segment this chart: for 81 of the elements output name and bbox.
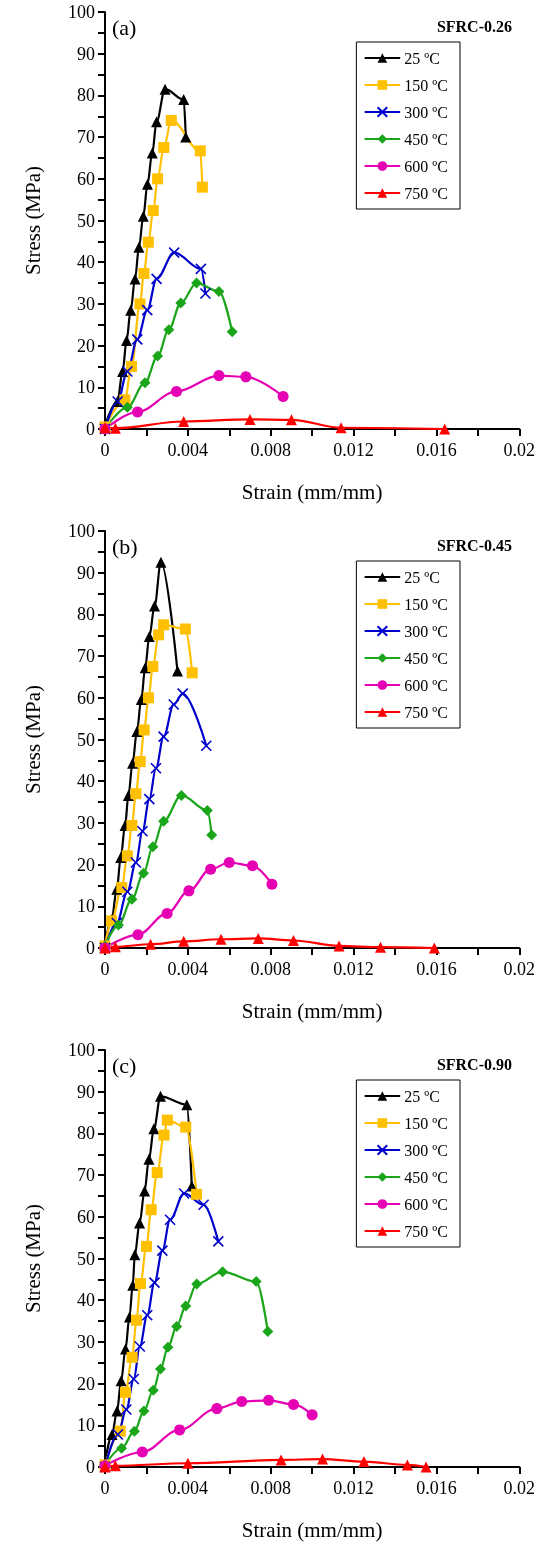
y-tick-label: 40	[77, 252, 95, 273]
x-axis-title: Strain (mm/mm)	[241, 479, 383, 504]
legend-label: 750 ºC	[404, 703, 449, 721]
x-tick-label: 0.02	[503, 440, 535, 460]
annotation: (b)	[112, 533, 138, 559]
legend-label: 25 ºC	[404, 49, 441, 67]
y-axis-title: Stress (MPa)	[20, 684, 45, 795]
y-tick-label: 60	[77, 168, 95, 189]
y-tick-label: 90	[77, 562, 95, 583]
legend-label: 600 ºC	[404, 1195, 449, 1213]
legend-label: 600 ºC	[404, 676, 449, 694]
y-tick-label: 0	[86, 1457, 95, 1477]
x-tick-label: 0.004	[167, 959, 209, 979]
legend-label: 150 ºC	[404, 76, 449, 94]
legend-title: SFRC-0.90	[436, 1055, 512, 1073]
legend-label: 300 ºC	[404, 622, 449, 640]
x-tick-label: 0.02	[503, 1478, 535, 1498]
annotation: (a)	[112, 14, 137, 40]
y-tick-label: 100	[68, 521, 95, 541]
legend-label: 150 ºC	[404, 595, 449, 613]
legend-label: 25 ºC	[404, 568, 441, 586]
y-tick-label: 90	[77, 1081, 95, 1102]
y-tick-label: 60	[77, 687, 95, 708]
x-axis-title: Strain (mm/mm)	[241, 998, 383, 1023]
y-tick-label: 10	[77, 1415, 95, 1436]
legend-label: 450 ºC	[404, 1168, 449, 1186]
legend-label: 300 ºC	[404, 1141, 449, 1159]
y-tick-label: 0	[86, 419, 95, 439]
y-tick-label: 10	[77, 377, 95, 398]
x-tick-label: 0.008	[250, 440, 291, 460]
y-tick-label: 30	[77, 1331, 95, 1352]
legend-label: 300 ºC	[404, 103, 449, 121]
y-tick-label: 70	[77, 127, 95, 148]
x-axis-title: Strain (mm/mm)	[241, 1517, 383, 1542]
x-tick-label: 0	[100, 1478, 110, 1498]
legend-label: 25 ºC	[404, 1087, 441, 1105]
y-tick-label: 70	[77, 1165, 95, 1186]
legend-label: 600 ºC	[404, 157, 449, 175]
x-tick-label: 0	[100, 959, 110, 979]
y-tick-label: 50	[77, 210, 95, 231]
y-tick-label: 90	[77, 43, 95, 64]
x-tick-label: 0.008	[250, 1478, 291, 1498]
x-tick-label: 0.004	[167, 440, 209, 460]
y-axis-title: Stress (MPa)	[20, 165, 45, 276]
x-tick-label: 0.004	[167, 1478, 209, 1498]
x-tick-label: 0.02	[503, 959, 535, 979]
y-tick-label: 70	[77, 646, 95, 667]
y-tick-label: 50	[77, 729, 95, 750]
y-tick-label: 40	[77, 771, 95, 792]
y-tick-label: 80	[77, 604, 95, 625]
legend-label: 450 ºC	[404, 649, 449, 667]
x-tick-label: 0.012	[333, 440, 374, 460]
legend-title: SFRC-0.26	[436, 17, 512, 35]
legend-title: SFRC-0.45	[436, 536, 512, 554]
x-tick-label: 0.016	[416, 959, 457, 979]
y-tick-label: 20	[77, 335, 95, 356]
y-tick-label: 30	[77, 812, 95, 833]
x-tick-label: 0.016	[416, 440, 457, 460]
legend-label: 750 ºC	[404, 1222, 449, 1240]
legend-label: 750 ºC	[404, 184, 449, 202]
y-tick-label: 80	[77, 85, 95, 106]
y-tick-label: 80	[77, 1123, 95, 1144]
y-tick-label: 30	[77, 293, 95, 314]
x-tick-label: 0.012	[333, 1478, 374, 1498]
legend-label: 450 ºC	[404, 130, 449, 148]
y-tick-label: 0	[86, 938, 95, 958]
y-axis-title: Stress (MPa)	[20, 1203, 45, 1314]
legend-label: 150 ºC	[404, 1114, 449, 1132]
x-tick-label: 0.008	[250, 959, 291, 979]
y-tick-label: 50	[77, 1248, 95, 1269]
y-tick-label: 60	[77, 1206, 95, 1227]
y-tick-label: 100	[68, 1040, 95, 1060]
x-tick-label: 0	[100, 440, 110, 460]
annotation: (c)	[112, 1052, 137, 1078]
y-tick-label: 20	[77, 854, 95, 875]
y-tick-label: 100	[68, 2, 95, 22]
y-tick-label: 40	[77, 1290, 95, 1311]
y-tick-label: 10	[77, 896, 95, 917]
x-tick-label: 0.016	[416, 1478, 457, 1498]
x-tick-label: 0.012	[333, 959, 374, 979]
y-tick-label: 20	[77, 1373, 95, 1394]
